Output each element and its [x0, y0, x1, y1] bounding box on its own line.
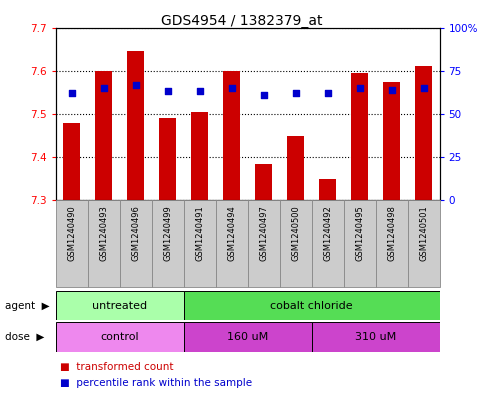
Bar	[184, 291, 440, 320]
Point	[164, 88, 171, 95]
Text: GSM1240496: GSM1240496	[131, 205, 140, 261]
Bar	[95, 71, 113, 200]
Text: GDS4954 / 1382379_at: GDS4954 / 1382379_at	[161, 14, 322, 28]
Bar	[415, 66, 432, 200]
Bar	[191, 112, 208, 200]
Bar	[56, 291, 184, 320]
Point	[227, 85, 235, 91]
Bar	[280, 200, 312, 287]
Text: GSM1240499: GSM1240499	[163, 205, 172, 261]
Bar	[343, 200, 376, 287]
Text: untreated: untreated	[92, 301, 147, 310]
Text: control: control	[100, 332, 139, 342]
Text: GSM1240500: GSM1240500	[291, 205, 300, 261]
Bar	[351, 73, 369, 200]
Text: 160 uM: 160 uM	[227, 332, 268, 342]
Bar	[120, 200, 152, 287]
Point	[324, 90, 331, 96]
Point	[292, 90, 299, 96]
Bar	[215, 200, 248, 287]
Point	[420, 85, 427, 91]
Bar	[319, 179, 336, 200]
Bar	[312, 322, 440, 352]
Bar	[287, 136, 304, 200]
Bar	[184, 322, 312, 352]
Text: GSM1240495: GSM1240495	[355, 205, 364, 261]
Bar	[159, 118, 176, 200]
Text: GSM1240491: GSM1240491	[195, 205, 204, 261]
Text: GSM1240494: GSM1240494	[227, 205, 236, 261]
Text: GSM1240493: GSM1240493	[99, 205, 108, 261]
Bar	[87, 200, 120, 287]
Bar	[223, 71, 241, 200]
Point	[68, 90, 75, 96]
Text: cobalt chloride: cobalt chloride	[270, 301, 353, 310]
Bar	[56, 200, 87, 287]
Bar	[383, 81, 400, 200]
Bar	[56, 322, 184, 352]
Bar	[152, 200, 184, 287]
Point	[355, 85, 363, 91]
Text: GSM1240497: GSM1240497	[259, 205, 268, 261]
Text: 310 uM: 310 uM	[355, 332, 396, 342]
Bar	[184, 200, 215, 287]
Bar	[248, 200, 280, 287]
Text: GSM1240492: GSM1240492	[323, 205, 332, 261]
Text: GSM1240501: GSM1240501	[419, 205, 428, 261]
Text: GSM1240498: GSM1240498	[387, 205, 396, 261]
Text: ■  transformed count: ■ transformed count	[60, 362, 174, 373]
Point	[388, 86, 396, 93]
Bar	[408, 200, 440, 287]
Bar	[312, 200, 343, 287]
Bar	[255, 163, 272, 200]
Point	[260, 92, 268, 98]
Bar	[127, 51, 144, 200]
Text: ■  percentile rank within the sample: ■ percentile rank within the sample	[60, 378, 253, 388]
Point	[99, 85, 107, 91]
Text: dose  ▶: dose ▶	[5, 332, 44, 342]
Bar	[376, 200, 408, 287]
Bar	[63, 123, 80, 200]
Text: agent  ▶: agent ▶	[5, 301, 49, 310]
Text: GSM1240490: GSM1240490	[67, 205, 76, 261]
Point	[132, 81, 140, 88]
Point	[196, 88, 203, 95]
